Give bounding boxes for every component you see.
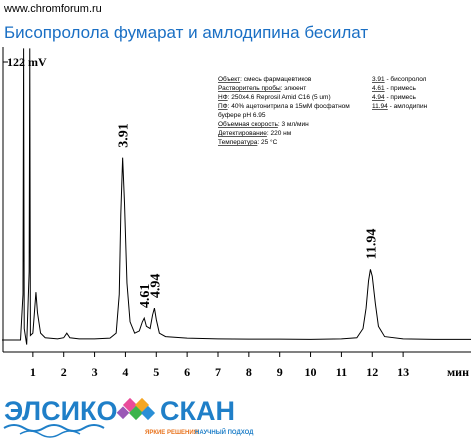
brand-elsiko: ЭЛСИКО (4, 396, 118, 426)
x-axis-label: мин (447, 365, 469, 379)
slogan: НАУЧНЫЙ ПОДХОД (195, 428, 254, 436)
info-key: Объект (218, 75, 240, 83)
info-text: : 220 нм (267, 130, 292, 137)
info-text: : 25 °C (257, 138, 277, 146)
info-key: Объемная скорость (218, 120, 278, 128)
x-tick-label: 3 (92, 365, 98, 379)
info-key: Растворитель пробы (218, 84, 281, 92)
peak-label: 4.94 (148, 274, 163, 299)
x-tick-label: 7 (215, 365, 221, 379)
info-key: 3.91 (372, 76, 385, 83)
wave (19, 430, 81, 438)
info-key: 4.94 (372, 94, 385, 101)
info-key: 11.94 (372, 103, 388, 110)
peak-label: 4.61 (138, 284, 153, 309)
footer-logo: ЭЛСИКО СКАН ЯРКИЕ РЕШЕНИЯ НАУЧНЫЙ ПОДХОД (3, 396, 254, 438)
logo-icon (116, 397, 156, 421)
x-tick-label: 8 (246, 365, 252, 379)
info-line: Температура: 25 °C (218, 138, 278, 146)
info-line: НФ: 250x4.6 Reprosil Amid C16 (5 um) (218, 94, 331, 101)
x-tick-label: 9 (277, 365, 283, 379)
info-text: - примесь (385, 94, 417, 101)
site-url[interactable]: www.chromforum.ru (3, 3, 102, 15)
trace (2, 48, 471, 345)
wave (3, 424, 105, 432)
info-text: : смесь фармацевтиков (240, 76, 312, 83)
info-line: 4.94 - примесь (372, 94, 417, 101)
x-tick-label: 1 (30, 365, 36, 379)
info-key: 4.61 (372, 85, 385, 92)
slogan: ЯРКИЕ РЕШЕНИЯ (145, 430, 198, 436)
info-text: : 250x4.6 Reprosil Amid C16 (5 um) (228, 94, 331, 101)
info-key: Температура (218, 139, 258, 146)
info-line: буфере pH 6.95 (218, 111, 266, 119)
x-tick-label: 12 (366, 365, 378, 379)
info-line: 11.94 - амлодипин (372, 103, 428, 110)
x-tick-label: 4 (122, 365, 128, 379)
info-line: 4.61 - примесь (372, 85, 417, 92)
info-line: Детектирование: 220 нм (218, 130, 292, 137)
info-text: : 3 мл/мин (278, 121, 309, 128)
brand-scan: СКАН (160, 396, 235, 426)
x-tick-label: 11 (336, 365, 347, 379)
x-tick-label: 13 (397, 365, 409, 379)
info-line: Объект: смесь фармацевтиков (218, 75, 312, 83)
info-line: Объемная скорость: 3 мл/мин (218, 120, 309, 128)
info-text: - амлодипин (388, 103, 428, 110)
info-key: Детектирование (218, 130, 267, 137)
x-tick-label: 2 (61, 365, 67, 379)
x-tick-label: 6 (184, 365, 190, 379)
chart-title: Бисопролола фумарат и амлодипина бесилат (4, 23, 368, 42)
info-text: : 40% ацетонитрила в 15мМ фосфатном (228, 103, 351, 110)
y-tick-label: 122 mV (7, 55, 47, 69)
x-tick-label: 10 (305, 365, 317, 379)
info-line: ПФ: 40% ацетонитрила в 15мМ фосфатном (218, 103, 350, 110)
info-line: 3.91 - бисопролол (372, 75, 427, 83)
info-key: ПФ (218, 103, 228, 110)
info-key: НФ (218, 94, 228, 101)
peak-label: 3.91 (117, 123, 132, 147)
info-text: - примесь (385, 85, 417, 92)
x-tick-label: 5 (153, 365, 159, 379)
info-text: - бисопролол (385, 75, 427, 83)
info-line: Растворитель пробы: элюент (218, 84, 306, 92)
info-text: буфере pH 6.95 (218, 111, 266, 119)
info-text: : элюент (281, 85, 307, 92)
peak-label: 11.94 (364, 229, 379, 260)
